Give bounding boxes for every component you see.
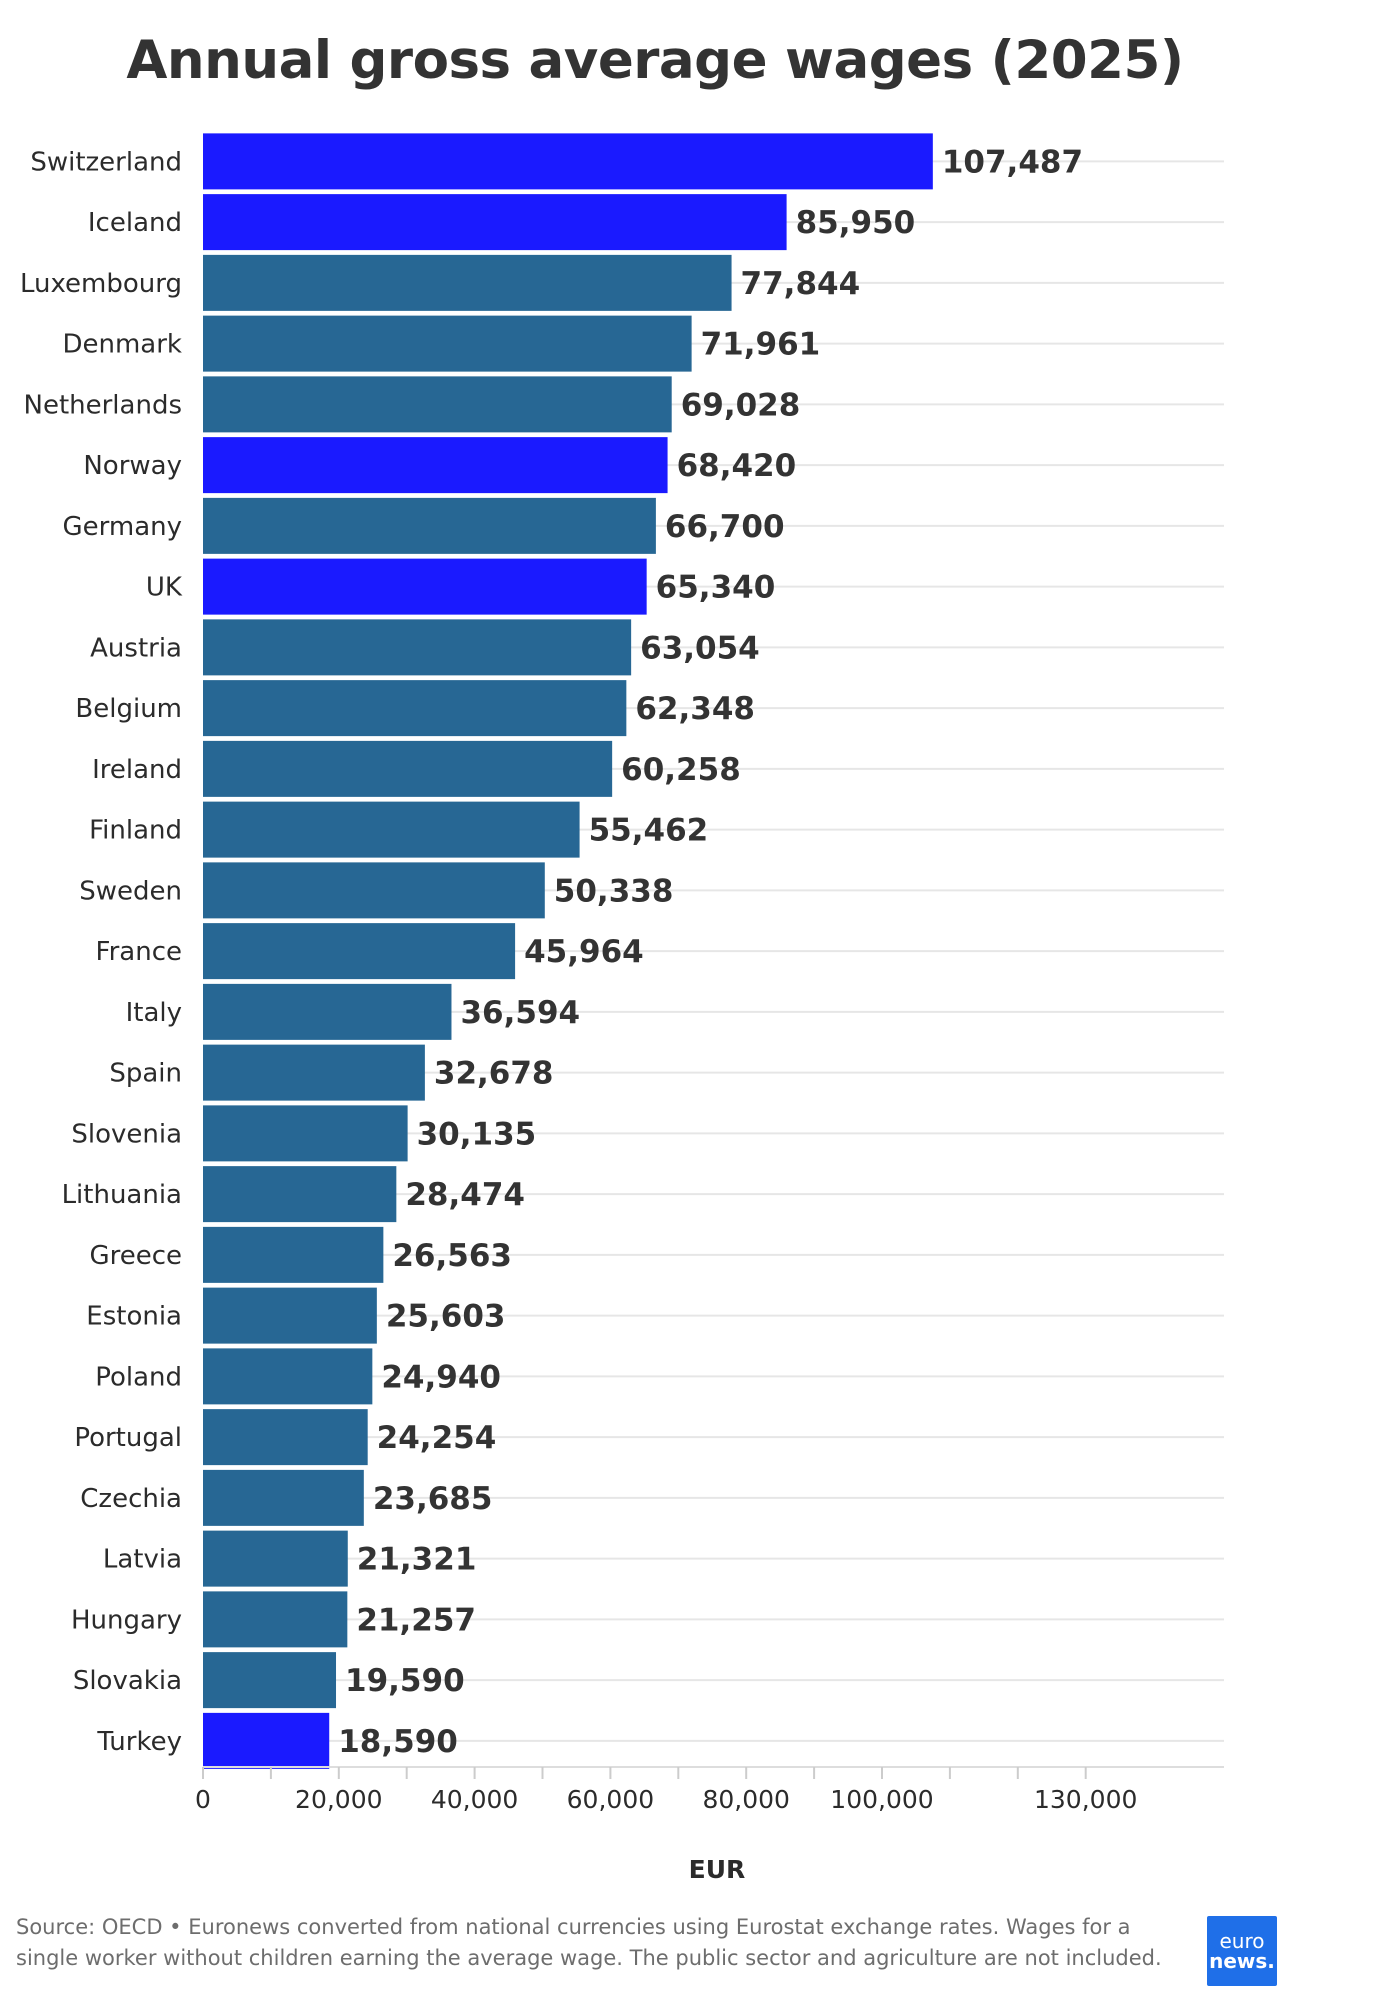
bar-spain <box>203 1044 425 1101</box>
value-label: 85,950 <box>796 205 916 241</box>
category-label: Lithuania <box>62 1180 182 1210</box>
bar-finland <box>203 801 580 858</box>
bar-germany <box>203 497 656 554</box>
value-label: 25,603 <box>386 1299 506 1335</box>
x-tick-label: 100,000 <box>830 1785 933 1814</box>
value-label: 36,594 <box>460 995 580 1031</box>
value-label: 28,474 <box>405 1177 525 1213</box>
logo-line-1: euro <box>1219 1929 1265 1953</box>
value-label: 19,590 <box>345 1663 465 1699</box>
bar-ireland <box>203 740 613 797</box>
value-label: 69,028 <box>681 387 801 423</box>
bar-hungary <box>203 1591 348 1648</box>
value-label: 63,054 <box>640 630 760 666</box>
value-label: 18,590 <box>338 1724 458 1760</box>
bar-czechia <box>203 1469 364 1526</box>
value-label: 60,258 <box>621 752 741 788</box>
x-tick-label: 80,000 <box>702 1785 789 1814</box>
value-label: 50,338 <box>554 873 674 909</box>
category-label: Austria <box>90 633 182 663</box>
category-labels: Switzerland Iceland Luxembourg Denmark Nethe… <box>20 147 183 1757</box>
x-tick-label: 60,000 <box>567 1785 654 1814</box>
category-label: Poland <box>95 1362 182 1392</box>
bar-estonia <box>203 1287 377 1344</box>
bar-lithuania <box>203 1166 397 1223</box>
category-label: Norway <box>83 451 182 481</box>
chart-title: Annual gross average wages (2025) <box>126 30 1184 91</box>
category-label: UK <box>146 573 183 603</box>
bar-belgium <box>203 680 627 737</box>
category-label: Latvia <box>103 1545 182 1575</box>
value-label: 66,700 <box>665 509 785 545</box>
value-label: 30,135 <box>417 1116 537 1152</box>
bar-denmark <box>203 315 692 372</box>
category-label: Finland <box>89 816 182 846</box>
value-label: 32,678 <box>434 1056 554 1092</box>
x-tick-label: 130,000 <box>1034 1785 1137 1814</box>
x-tick-label: 0 <box>195 1785 211 1814</box>
bar-portugal <box>203 1409 368 1466</box>
category-label: Germany <box>62 512 182 542</box>
value-label: 65,340 <box>656 570 776 606</box>
category-label: Portugal <box>74 1423 182 1453</box>
category-label: Hungary <box>71 1605 182 1635</box>
category-label: Slovenia <box>71 1119 182 1149</box>
x-tick-label: 40,000 <box>431 1785 518 1814</box>
category-label: Belgium <box>75 694 182 724</box>
value-label: 107,487 <box>942 144 1083 180</box>
category-label: Slovakia <box>73 1666 182 1696</box>
category-label: Ireland <box>92 755 182 785</box>
bar-greece <box>203 1226 384 1283</box>
bar-austria <box>203 619 632 676</box>
category-label: Greece <box>89 1241 182 1271</box>
bar-luxembourg <box>203 254 732 311</box>
value-label: 68,420 <box>677 448 797 484</box>
bar-norway <box>203 437 668 494</box>
x-tick-label: 20,000 <box>295 1785 382 1814</box>
value-label: 55,462 <box>589 813 709 849</box>
value-label: 62,348 <box>635 691 755 727</box>
value-label: 45,964 <box>524 934 644 970</box>
value-label: 24,940 <box>381 1359 501 1395</box>
value-label: 21,257 <box>356 1602 476 1638</box>
bar-switzerland <box>203 133 933 190</box>
value-label: 77,844 <box>741 266 861 302</box>
bar-turkey <box>203 1712 330 1769</box>
value-label: 26,563 <box>392 1238 512 1274</box>
x-axis-title: EUR <box>689 1855 746 1884</box>
value-label: 24,254 <box>377 1420 497 1456</box>
source-note: Source: OECD • Euronews converted from n… <box>16 1915 1162 1970</box>
logo-line-2: news. <box>1209 1949 1275 1973</box>
x-axis: 0 20,000 40,000 60,000 80,000 100,000 130,000 <box>195 1766 1224 1814</box>
category-label: Iceland <box>88 208 182 238</box>
bars <box>203 133 933 1769</box>
bar-slovakia <box>203 1652 337 1709</box>
category-label: Italy <box>126 998 182 1028</box>
bar-chart: Switzerland Iceland Luxembourg Denmark Nethe… <box>20 133 1224 1884</box>
bar-iceland <box>203 194 787 251</box>
value-label: 71,961 <box>701 327 821 363</box>
bar-slovenia <box>203 1105 408 1162</box>
category-label: Denmark <box>62 330 182 360</box>
category-label: Netherlands <box>24 390 183 420</box>
bar-sweden <box>203 862 545 919</box>
category-label: Switzerland <box>30 147 182 177</box>
bar-poland <box>203 1348 373 1405</box>
bar-netherlands <box>203 376 672 433</box>
value-label: 21,321 <box>357 1542 477 1578</box>
category-label: Spain <box>109 1059 182 1089</box>
category-label: Czechia <box>80 1484 182 1514</box>
category-label: Sweden <box>79 876 182 906</box>
euronews-logo: euro news. <box>1207 1916 1277 1986</box>
bar-italy <box>203 983 452 1040</box>
category-label: Estonia <box>86 1302 182 1332</box>
bar-france <box>203 923 516 980</box>
bar-latvia <box>203 1530 348 1587</box>
value-label: 23,685 <box>373 1481 493 1517</box>
category-label: Turkey <box>96 1727 182 1757</box>
bar-uk <box>203 558 647 615</box>
category-label: France <box>96 937 182 967</box>
value-labels: 107,487 85,950 77,844 71,961 69,028 68,420 66,… <box>338 144 1083 1760</box>
category-label: Luxembourg <box>20 269 182 299</box>
